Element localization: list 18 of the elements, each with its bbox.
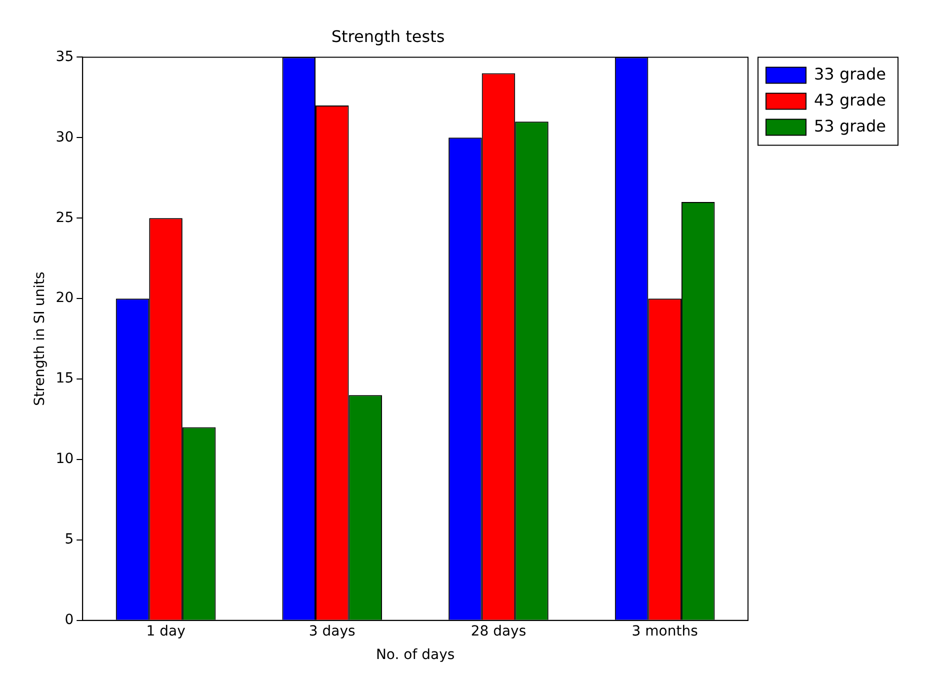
y-tick-label: 35 xyxy=(56,48,74,65)
x-tick-label: 1 day xyxy=(146,623,186,640)
x-tick-label: 3 months xyxy=(632,623,698,640)
legend-label: 43 grade xyxy=(814,90,886,110)
y-tick-label: 25 xyxy=(56,210,74,226)
chart-title: Strength tests xyxy=(331,26,445,46)
legend-label: 33 grade xyxy=(814,64,886,84)
y-tick-label: 10 xyxy=(56,451,74,468)
y-tick-label: 0 xyxy=(64,612,74,628)
y-tick-label: 20 xyxy=(56,290,74,306)
x-axis-title: No. of days xyxy=(376,647,455,664)
y-axis-title: Strength in SI units xyxy=(32,272,48,406)
legend-label: 53 grade xyxy=(814,116,886,136)
y-tick-label: 30 xyxy=(56,129,74,146)
y-tick-label: 15 xyxy=(56,370,74,387)
x-tick-label: 3 days xyxy=(308,623,356,640)
x-tick-label: 28 days xyxy=(470,623,526,640)
y-tick-label: 5 xyxy=(64,532,74,548)
